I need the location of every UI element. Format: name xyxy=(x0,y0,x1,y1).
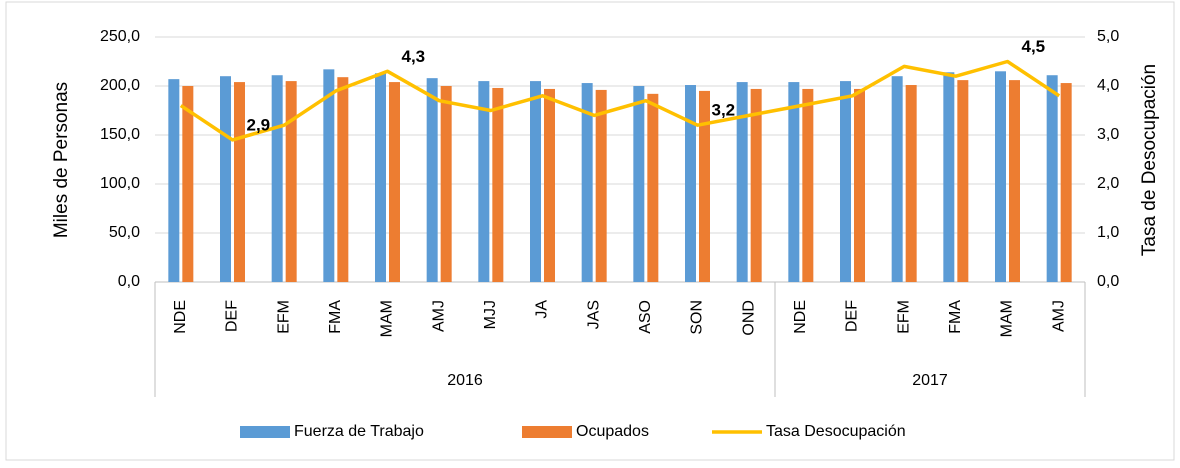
bar xyxy=(530,81,541,282)
bar xyxy=(647,93,659,282)
x-tick-label: JAS xyxy=(585,300,602,329)
x-tick-label: MAM xyxy=(999,300,1016,337)
x-tick-label: MJJ xyxy=(482,300,499,329)
data-label: 3,2 xyxy=(712,101,736,120)
y-tick-label: 250,0 xyxy=(100,28,140,45)
bar xyxy=(891,76,903,282)
legend-swatch xyxy=(522,426,572,438)
group-label: 2016 xyxy=(447,372,483,389)
bar xyxy=(788,82,800,282)
bar xyxy=(389,82,400,282)
bar xyxy=(943,72,955,282)
x-tick-label: DEF xyxy=(224,300,241,332)
bar xyxy=(492,87,504,283)
y-tick-label: 100,0 xyxy=(100,175,140,192)
bar xyxy=(854,88,865,282)
y2-tick-label: 0,0 xyxy=(1097,273,1119,290)
bar xyxy=(685,85,696,283)
x-tick-label: ASO xyxy=(637,300,654,334)
bar xyxy=(905,85,917,283)
bar xyxy=(285,81,297,282)
y-axis-title: Miles de Personas xyxy=(51,82,72,238)
bar xyxy=(544,88,555,282)
y-tick-label: 0,0 xyxy=(118,273,140,290)
bar xyxy=(802,88,814,282)
y-tick-label: 50,0 xyxy=(109,224,140,241)
x-tick-label: FMA xyxy=(327,300,344,334)
y2-tick-label: 2,0 xyxy=(1097,175,1119,192)
x-tick-label: AMJ xyxy=(430,300,447,332)
y-tick-label: 150,0 xyxy=(100,126,140,143)
x-tick-label: AMJ xyxy=(1050,300,1067,332)
data-label: 4,5 xyxy=(1022,37,1046,56)
x-tick-label: NDE xyxy=(792,300,809,334)
bar xyxy=(995,71,1006,282)
x-tick-label: OND xyxy=(740,300,757,336)
legend-swatch xyxy=(240,426,290,438)
x-tick-label: JA xyxy=(534,300,551,319)
x-tick-label: FMA xyxy=(947,300,964,334)
y2-tick-label: 5,0 xyxy=(1097,28,1119,45)
bar xyxy=(750,88,762,282)
bar xyxy=(271,75,283,282)
x-tick-label: EFM xyxy=(275,300,292,334)
legend-label: Fuerza de Trabajo xyxy=(294,423,424,440)
bar xyxy=(337,77,349,283)
bar xyxy=(375,73,386,282)
bar xyxy=(736,82,748,282)
data-label: 4,3 xyxy=(402,47,426,66)
bar xyxy=(168,79,180,282)
bar xyxy=(840,81,851,282)
bar xyxy=(1060,83,1072,282)
y2-tick-label: 4,0 xyxy=(1097,77,1119,94)
line xyxy=(179,59,1061,142)
data-label: 2,9 xyxy=(247,115,271,134)
x-tick-label: MAM xyxy=(379,300,396,337)
bar xyxy=(1009,80,1020,283)
y-tick-label: 200,0 xyxy=(100,77,140,94)
x-tick-label: NDE xyxy=(172,300,189,334)
bar xyxy=(957,80,969,283)
legend-label: Ocupados xyxy=(576,423,649,440)
bar xyxy=(478,81,490,282)
x-tick-label: SON xyxy=(689,300,706,335)
bar xyxy=(234,82,245,282)
x-tick-label: EFM xyxy=(895,300,912,334)
bar xyxy=(440,86,452,282)
bar xyxy=(1046,75,1058,282)
bar xyxy=(633,86,645,282)
bar xyxy=(220,76,231,282)
bar xyxy=(699,90,710,283)
y2-tick-label: 3,0 xyxy=(1097,126,1119,143)
bar xyxy=(581,83,593,282)
bar xyxy=(426,78,438,282)
group-label: 2017 xyxy=(912,372,948,389)
legend-label: Tasa Desocupación xyxy=(766,423,906,440)
y2-tick-label: 1,0 xyxy=(1097,224,1119,241)
x-tick-label: DEF xyxy=(844,300,861,332)
y2-axis-title: Tasa de Desocupación xyxy=(1139,64,1160,256)
bar xyxy=(182,86,194,282)
bar xyxy=(323,69,335,282)
bar xyxy=(595,89,607,282)
